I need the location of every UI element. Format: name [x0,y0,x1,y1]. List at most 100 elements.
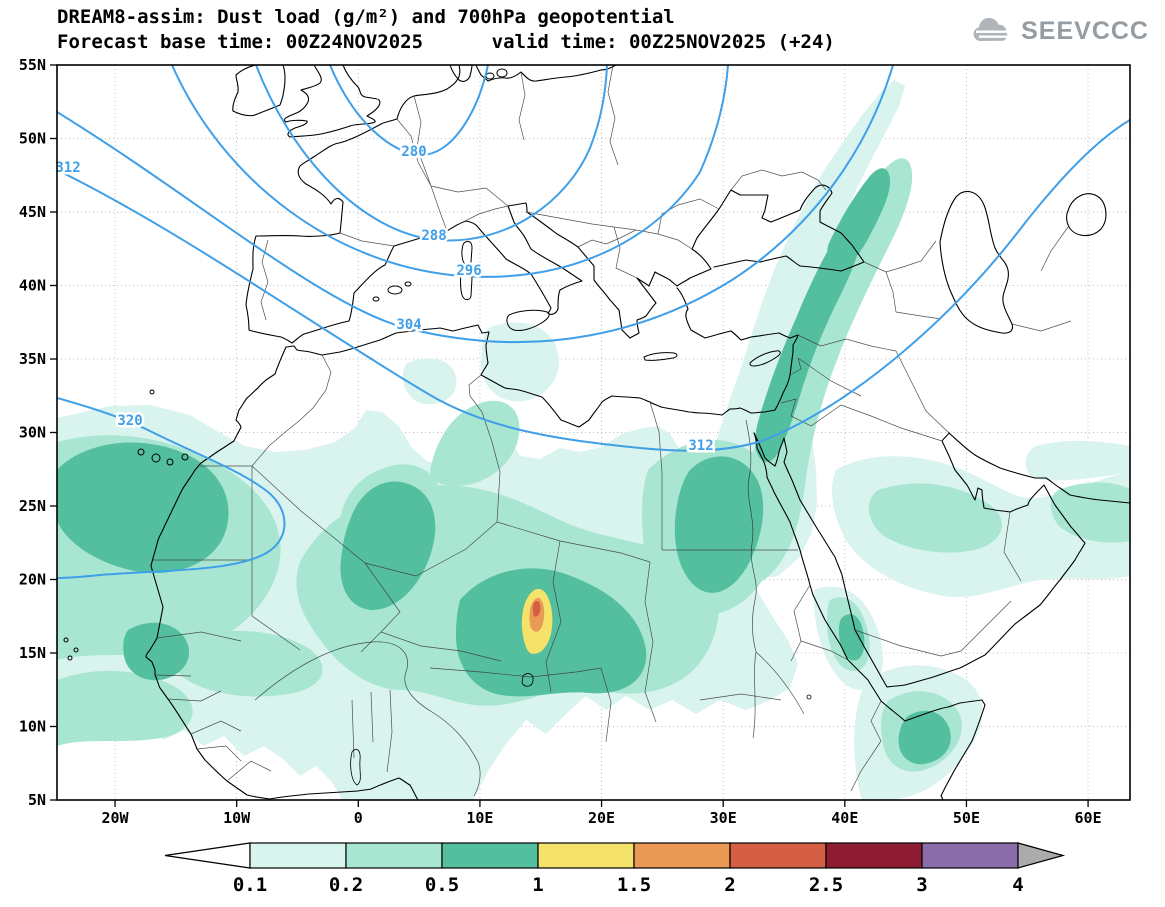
y-tick-label: 25N [19,497,46,515]
island-canary-2 [151,453,161,463]
coastline-caspian-sea [939,190,1014,334]
island-canary-3 [166,458,174,466]
island-sardinia [460,269,473,301]
x-tick-label: 10W [223,809,251,827]
dust-area-0.5-sudan-egypt [674,456,764,593]
lake-volta [350,749,361,786]
dust-area-0.1-north-algeria [402,358,457,405]
dust-area-0.2-sahel-west [171,630,323,697]
x-tick-label: 10E [466,809,493,827]
dust-area-2-bodele [532,601,541,617]
contour-labels: 312 280 288 296 304 320 312 [53,142,716,457]
coastline-jutland [449,65,473,82]
island-menorca [404,281,412,287]
coastline-europe [245,65,865,344]
dust-area-0.5-horn [898,710,951,765]
colorbar-value-2.5: 2.5 [809,874,843,896]
contour-label-304: 304 [396,317,421,333]
seevccc-logo: SEEVCCC [970,16,1149,46]
coastline-ireland [232,65,286,117]
x-tick-label: 0 [354,809,363,827]
colorbar-segment-4 [537,842,635,869]
colorbar-segment-2 [345,842,443,869]
dust-area-0.5-levant-streak [755,220,861,462]
contour-312 [57,119,1130,452]
country-borders [153,65,1072,792]
colorbar-segment-3 [441,842,539,869]
colorbar-segment-6 [729,842,827,869]
coastline-turkey-africa [145,287,799,800]
island-madeira [149,389,155,395]
coastline-iran [948,432,1130,504]
y-tick-label: 5N [28,791,46,809]
dust-shading [57,80,1130,800]
island-capeverde-2 [73,647,79,653]
dust-area-0.2-senegal-coast [57,670,193,746]
y-tick-label: 35N [19,350,46,368]
lake-chad [521,673,534,687]
borders-libya-egypt-sudan [496,401,798,723]
colorbar-value-0.1: 0.1 [233,874,267,896]
island-corsica [461,240,473,266]
contour-296 [171,65,729,278]
geopotential-contours [57,65,1130,579]
borders-sahel [154,562,612,782]
contour-label-312: 312 [55,160,80,176]
colorbar-value-3: 3 [916,874,927,896]
contour-280 [329,65,489,157]
y-tick-label: 10N [19,718,46,736]
y-tick-label: 55N [19,56,46,74]
borders-europe [260,65,827,321]
y-tick-label: 45N [19,203,46,221]
island-canary-1 [137,448,145,456]
x-tick-label: 40E [831,809,858,827]
rivers-lakes [254,419,812,797]
logo-text: SEEVCCC [1021,16,1149,45]
colorbar-value-4: 4 [1012,874,1023,896]
y-tick-label: 15N [19,644,46,662]
coastline-arabia [753,432,1086,688]
x-tick-label: 60E [1075,809,1102,827]
borders-east-africa [790,584,882,792]
borders-middle-east [780,226,1072,657]
dust-area-0.5-caucasus-streak [827,168,890,268]
coastline-britain [283,65,381,138]
contour-304 [57,65,894,344]
coastlines [63,65,1130,800]
y-tick-label: 50N [19,130,46,148]
x-tick-label: 30E [710,809,737,827]
island-sicily [506,309,550,331]
dust-area-0.5-mali-algeria [340,481,436,611]
colorbar-value-0.5: 0.5 [425,874,459,896]
contour-288 [255,65,608,242]
contour-320 [57,397,286,579]
contour-label-296: 296 [456,263,481,279]
colorbar-value-1.5: 1.5 [617,874,651,896]
dust-area-0.2-oman-edge [1050,482,1130,543]
forecast-times: Forecast base time: 00Z24NOV2025 valid t… [57,31,835,53]
islands [63,68,781,661]
island-crete [643,352,678,361]
dust-area-0.2-arabia-core [868,483,1002,553]
y-tick-label: 30N [19,424,46,442]
dust-area-0.5-senegal [123,622,190,681]
x-tick-label: 50E [953,809,980,827]
island-ibiza [372,296,380,302]
island-capeverde-3 [67,655,73,661]
island-fyn [485,72,495,80]
axis-ticks-and-labels: 20W 10W 0 10E 20E 30E 40E 50E 60E 5N 10N 15N 20N 25N 3… [19,56,1102,827]
colorbar-arrow-right [1017,842,1066,869]
contour-label-280: 280 [401,144,426,160]
colorbar-value-1: 1 [532,874,543,896]
y-tick-label: 20N [19,571,46,589]
island-capeverde-1 [63,637,69,643]
colorbar-segment-5 [633,842,731,869]
contour-label-312: 312 [688,438,713,454]
colorbar-value-2: 2 [724,874,735,896]
dust-area-0.2-libya-tongue [430,400,520,486]
y-tick-label: 40N [19,277,46,295]
coastline-redsea-africa-somalia [753,432,986,800]
x-tick-label: 20E [588,809,615,827]
colorbar-segment-1 [249,842,347,869]
